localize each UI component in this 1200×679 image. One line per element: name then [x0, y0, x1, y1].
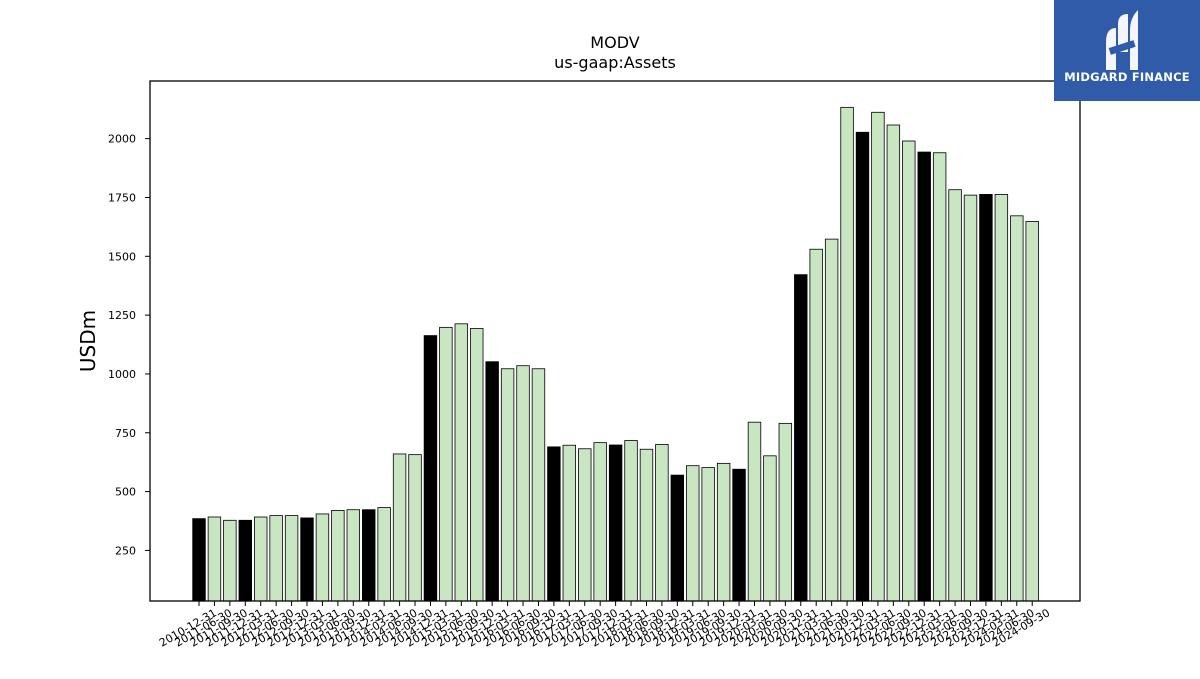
bar-2023-12-31 [994, 194, 1009, 602]
bar-2021-03-31 [824, 238, 839, 602]
brand-name: MIDGARD FINANCE [1064, 70, 1190, 84]
y-tick-label: 1750 [108, 191, 136, 204]
brand-logo: MIDGARD FINANCE [1054, 0, 1200, 101]
bar-2022-03-31 [886, 124, 901, 602]
bar-2014-12-31 [439, 326, 453, 602]
bar-2014-06-30 [408, 454, 422, 602]
bar-2018-03-31 [639, 448, 654, 602]
bar-2016-12-31 [562, 444, 577, 602]
bar-2020-03-31 [763, 455, 777, 602]
bar-2020-06-30 [778, 422, 793, 602]
bar-2017-03-31 [578, 448, 592, 602]
bar-2016-03-31 [516, 365, 530, 602]
bar-2020-09-30 [794, 274, 808, 602]
bar-2012-03-31 [269, 515, 283, 602]
midgard-logo-icon [1106, 10, 1138, 70]
bar-2024-03-31 [1010, 215, 1024, 602]
y-tick-label: 750 [115, 427, 136, 440]
bars [192, 106, 1039, 602]
bar-2023-09-30 [979, 194, 993, 602]
chart-title: MODV [590, 33, 639, 52]
bar-2011-03-31 [207, 516, 222, 602]
bar-2015-03-31 [454, 323, 469, 602]
bar-2017-06-30 [593, 442, 607, 602]
bar-2014-03-31 [392, 453, 407, 602]
bar-2018-09-30 [670, 474, 685, 602]
bar-2013-03-31 [331, 510, 345, 602]
bar-2019-09-30 [732, 468, 746, 602]
bar-2019-06-30 [716, 462, 731, 602]
y-tick-label: 2000 [108, 133, 136, 146]
bar-2018-12-31 [686, 465, 700, 602]
bar-2019-12-31 [747, 421, 762, 602]
y-tick-label: 1000 [108, 368, 136, 381]
bar-2020-12-31 [809, 248, 823, 602]
bar-2011-12-31 [254, 516, 268, 602]
bar-2015-12-31 [500, 368, 515, 602]
y-tick-label: 1500 [108, 250, 136, 263]
bar-2021-06-30 [840, 106, 854, 602]
bar-2017-12-31 [624, 440, 638, 602]
bar-2019-03-31 [701, 467, 715, 602]
bar-2021-12-31 [871, 111, 885, 602]
bar-2023-03-31 [948, 189, 962, 602]
bar-2010-12-31 [192, 518, 206, 602]
y-tick-label: 1250 [108, 309, 136, 322]
bar-2018-06-30 [655, 444, 669, 602]
bar-2013-12-31 [377, 507, 391, 602]
y-axis-label: USDm [76, 310, 100, 372]
bar-2017-09-30 [608, 444, 623, 602]
plot-frame [149, 80, 1081, 602]
bar-2011-09-30 [238, 519, 252, 602]
bar-2011-06-30 [223, 519, 237, 602]
bar-2012-06-30 [284, 515, 299, 602]
chart-subtitle: us-gaap:Assets [554, 53, 676, 72]
bar-2013-09-30 [362, 509, 376, 602]
bar-2022-09-30 [917, 151, 931, 602]
bar-2023-06-30 [963, 194, 978, 602]
y-tick-label: 250 [115, 544, 136, 557]
y-tick-label: 500 [115, 486, 136, 499]
bar-2022-12-31 [932, 152, 947, 602]
bar-2022-06-30 [902, 140, 916, 602]
x-axis-ticks: 2010-12-312011-06-302011-09-302011-12-31… [157, 601, 1052, 650]
bar-2012-09-30 [300, 517, 314, 602]
bar-2016-09-30 [547, 446, 561, 602]
bar-2015-06-30 [470, 328, 484, 602]
y-axis-ticks: 250 500 750 1000 1250 1500 1750 2000 [108, 133, 150, 557]
bar-2021-09-30 [855, 131, 870, 602]
bar-2014-09-30 [423, 335, 438, 602]
bar-2024-06-30 [1025, 221, 1039, 602]
bar-2012-12-31 [315, 513, 330, 602]
bar-2015-09-30 [485, 361, 499, 602]
bar-2016-06-30 [531, 368, 546, 602]
bar-2013-06-30 [346, 509, 361, 602]
